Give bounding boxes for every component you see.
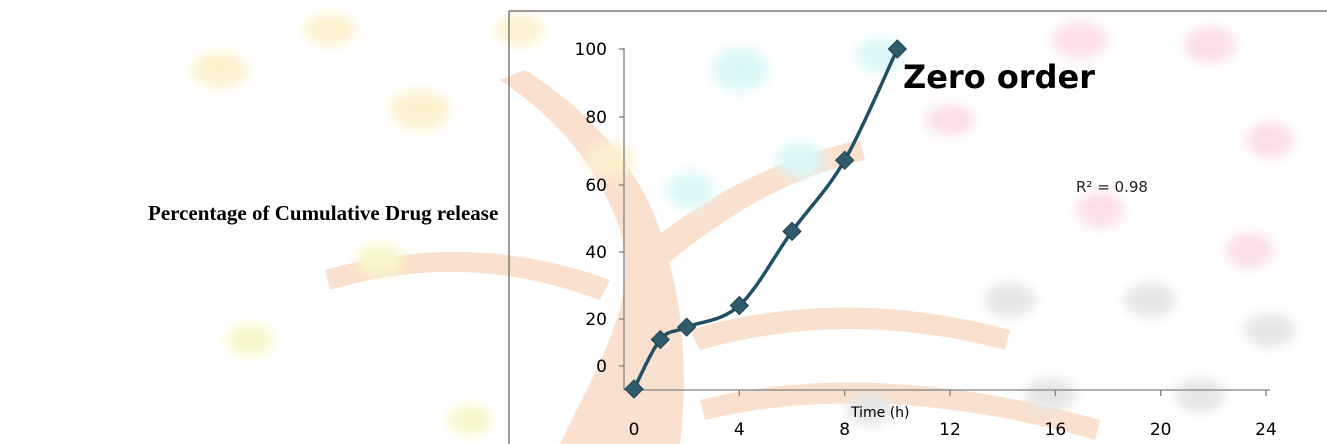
x-tick-label: 8 <box>839 420 850 440</box>
chart-xlabel: Time (h) <box>850 405 910 421</box>
leaf <box>226 324 274 356</box>
x-tick-label: 16 <box>1045 420 1067 440</box>
chart-title: Zero order <box>903 58 1095 96</box>
y-tick-label: 80 <box>585 108 607 128</box>
leaf <box>1244 313 1296 347</box>
leaf <box>1246 122 1294 158</box>
leaf <box>1052 22 1108 58</box>
x-tick-label: 12 <box>939 420 961 440</box>
x-tick-label: 24 <box>1255 420 1277 440</box>
data-point <box>676 317 697 337</box>
leaf <box>496 14 544 46</box>
data-point <box>887 39 908 59</box>
data-point <box>624 379 644 399</box>
data-point <box>729 295 750 316</box>
leaf <box>846 394 894 426</box>
r-squared-annotation: R² = 0.98 <box>1076 178 1148 196</box>
tree-trunk <box>325 70 1100 444</box>
y-tick-label: 20 <box>585 310 607 330</box>
leaf <box>586 143 634 177</box>
x-tick-label: 4 <box>734 420 745 440</box>
leaf <box>356 244 404 276</box>
markers-group <box>624 39 908 399</box>
leaf <box>1124 283 1176 317</box>
x-ticks: 0 4 8 12 16 20 24 <box>629 390 1277 440</box>
x-tick-label: 0 <box>629 420 640 440</box>
background-watermark <box>192 14 1296 444</box>
y-tick-label: 0 <box>596 357 607 377</box>
leaf <box>304 14 356 46</box>
chart-ylabel: Percentage of Cumulative Drug release <box>148 201 498 225</box>
leaf <box>390 90 450 130</box>
y-tick-label: 100 <box>575 40 607 60</box>
leaf <box>192 52 248 88</box>
data-point <box>650 329 671 350</box>
leaf <box>666 172 714 208</box>
leaf <box>1024 378 1076 412</box>
leaf <box>1226 232 1274 268</box>
leaf <box>776 142 824 178</box>
y-ticks: 0 20 40 60 80 100 <box>575 40 624 377</box>
leaf <box>1174 378 1226 412</box>
leaf <box>1076 192 1124 228</box>
leaf <box>1184 27 1236 63</box>
y-tick-label: 60 <box>585 176 607 196</box>
data-point <box>834 150 855 170</box>
leaf <box>984 283 1036 317</box>
x-tick-label: 20 <box>1150 420 1172 440</box>
leaf <box>926 104 974 136</box>
leaf <box>712 48 768 92</box>
y-tick-label: 40 <box>585 243 607 263</box>
data-point <box>782 221 802 242</box>
leaves <box>192 14 1296 435</box>
leaf <box>448 405 492 435</box>
